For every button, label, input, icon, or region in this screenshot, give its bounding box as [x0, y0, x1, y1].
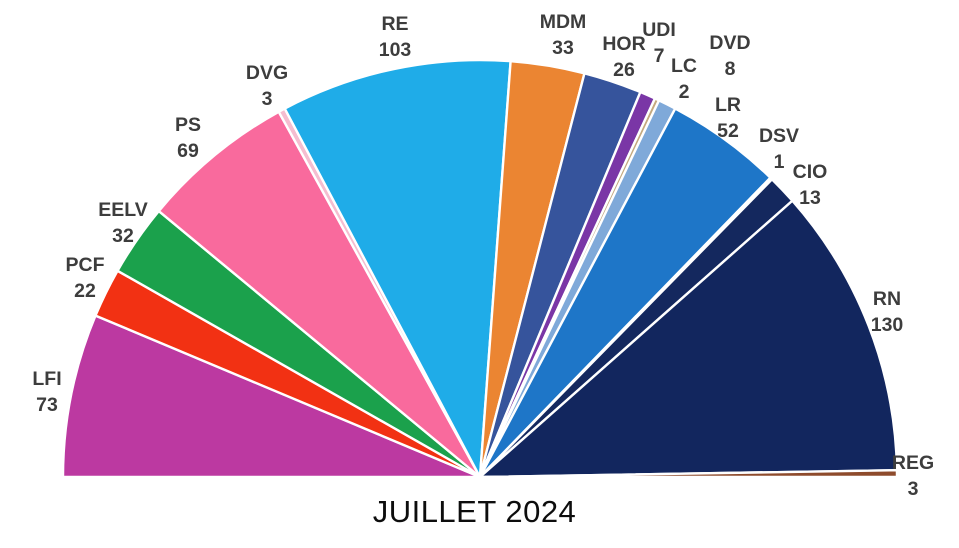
party-name: REG [892, 452, 934, 474]
party-name: UDI [642, 19, 676, 41]
party-seats: 3 [262, 88, 273, 110]
party-seats: 69 [177, 140, 199, 162]
party-seats: 52 [717, 120, 739, 142]
slice-label-udi: UDI 7 [642, 19, 676, 67]
slice-label-hor: HOR 26 [602, 33, 645, 81]
party-seats: 32 [112, 225, 134, 247]
slice-label-lr: LR 52 [715, 94, 741, 142]
slice-label-lfi: LFI 73 [32, 368, 61, 416]
slice-label-lc: LC 2 [671, 55, 697, 103]
slice-label-mdm: MDM 33 [540, 11, 587, 59]
slice-label-ps: PS 69 [175, 114, 201, 162]
party-seats: 2 [679, 81, 690, 103]
slice-label-dvd: DVD 8 [709, 32, 750, 80]
party-seats: 1 [774, 151, 785, 173]
slice-label-re: RE 103 [379, 13, 412, 61]
party-seats: 73 [36, 394, 58, 416]
party-name: HOR [602, 33, 645, 55]
party-name: CIO [793, 161, 828, 183]
party-name: MDM [540, 11, 587, 33]
party-name: LC [671, 55, 697, 77]
slice-re [283, 58, 512, 479]
party-name: DSV [759, 125, 799, 147]
party-name: DVG [246, 62, 288, 84]
chart-title: JUILLET 2024 [372, 494, 577, 529]
party-name: RN [873, 288, 901, 310]
slice-ps [157, 110, 482, 479]
slice-label-reg: REG 3 [892, 452, 934, 500]
party-seats: 26 [613, 59, 635, 81]
slice-label-rn: RN 130 [871, 288, 904, 336]
party-seats: 7 [654, 45, 665, 67]
party-name: PS [175, 114, 201, 136]
party-seats: 130 [871, 314, 904, 336]
party-name: EELV [98, 199, 147, 221]
slice-label-cio: CIO 13 [793, 161, 828, 209]
slice-label-eelv: EELV 32 [98, 199, 147, 247]
party-name: LR [715, 94, 741, 116]
party-seats: 22 [74, 280, 96, 302]
party-seats: 103 [379, 39, 412, 61]
party-seats: 13 [799, 187, 821, 209]
party-name: LFI [32, 368, 61, 390]
slice-label-pcf: PCF 22 [66, 254, 105, 302]
slice-label-dsv: DSV 1 [759, 125, 799, 173]
slice-rn [478, 199, 899, 479]
party-seats: 3 [908, 478, 919, 500]
slice-label-dvg: DVG 3 [246, 62, 288, 110]
party-name: PCF [66, 254, 105, 276]
slice-reg [478, 468, 899, 479]
party-name: RE [381, 13, 408, 35]
party-seats: 8 [725, 58, 736, 80]
party-name: DVD [709, 32, 750, 54]
party-seats: 33 [552, 37, 574, 59]
slice-lfi [61, 314, 482, 479]
